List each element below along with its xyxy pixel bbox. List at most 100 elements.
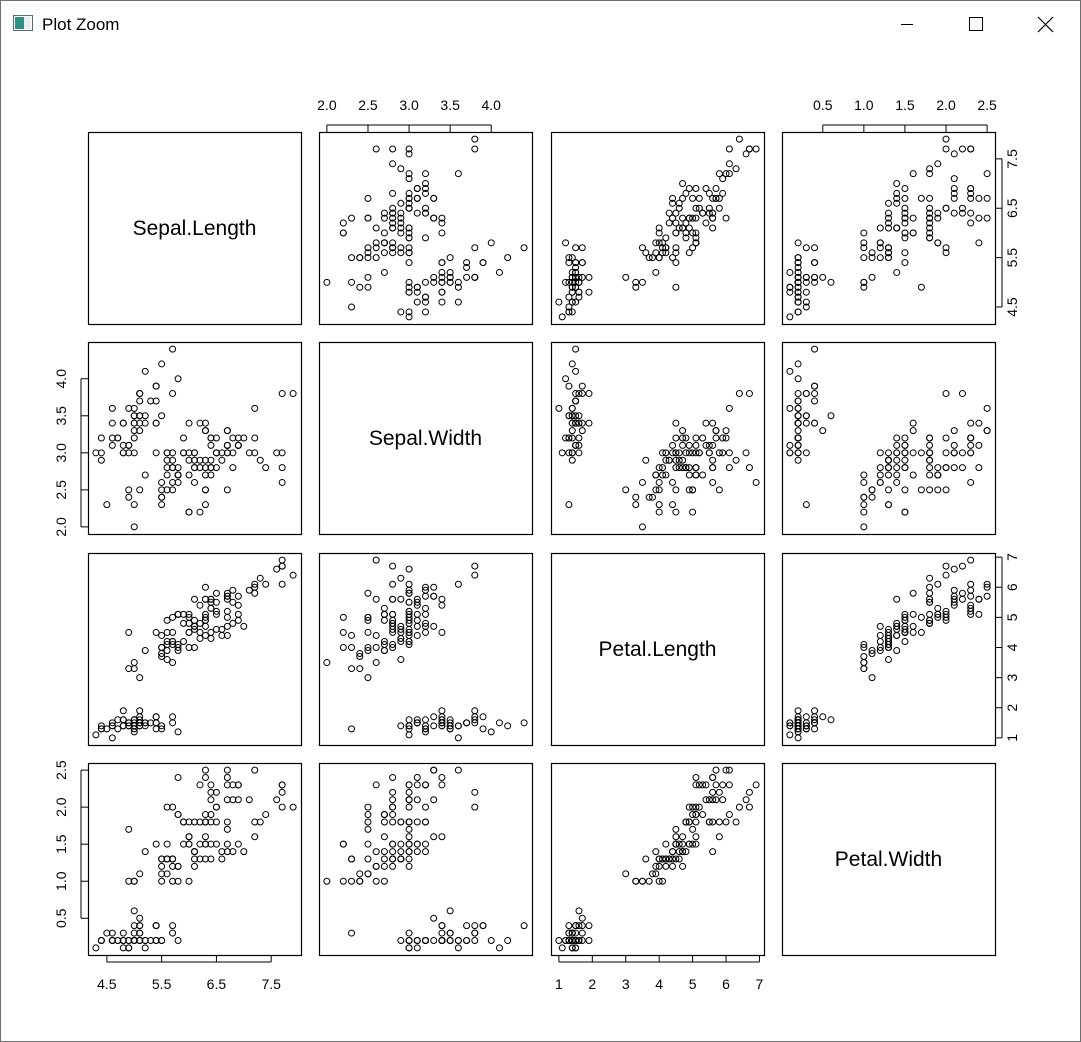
point-r3-c2-45 xyxy=(568,929,576,937)
point-r1-c0-123 xyxy=(201,471,209,479)
point-r2-c3-148 xyxy=(967,601,975,609)
point-r0-c1-60 xyxy=(323,278,331,286)
point-r1-c2-23 xyxy=(578,427,586,435)
title-bar[interactable]: Plot Zoom xyxy=(1,1,1080,47)
point-r3-c2-134 xyxy=(709,848,717,856)
point-r1-c0-28 xyxy=(141,419,149,427)
point-r2-c0-34 xyxy=(125,719,133,727)
point-r3-c2-24 xyxy=(585,936,593,944)
point-r2-c3-106 xyxy=(917,628,925,636)
point-r1-c0-49 xyxy=(130,427,138,435)
point-r0-c2-113 xyxy=(689,244,697,252)
point-r3-c1-14 xyxy=(487,936,495,944)
point-r2-c3-64 xyxy=(885,656,892,664)
point-r1-c2-132 xyxy=(709,464,717,472)
point-r2-c1-8 xyxy=(397,722,405,730)
point-r1-c0-4 xyxy=(130,404,138,412)
point-r3-c0-77 xyxy=(223,825,231,833)
point-r1-c2-139 xyxy=(702,441,710,449)
point-r1-c0-60 xyxy=(130,523,138,531)
point-r0-c1-107 xyxy=(397,165,405,173)
point-r1-c2-107 xyxy=(732,456,740,464)
point-r1-c2-69 xyxy=(652,486,660,494)
point-r1-c3-65 xyxy=(893,441,901,449)
point-r0-c2-108 xyxy=(715,194,723,202)
point-r2-c3-109 xyxy=(983,580,991,588)
point-r0-c3-128 xyxy=(950,209,958,217)
point-r1-c0-64 xyxy=(163,456,171,464)
point-r1-c2-68 xyxy=(672,508,680,516)
point-r1-c2-37 xyxy=(568,404,576,412)
point-r3-c1-112 xyxy=(405,796,413,804)
minimize-button[interactable] xyxy=(884,1,930,47)
point-r3-c2-92 xyxy=(655,862,663,870)
point-r1-c2-56 xyxy=(679,427,687,435)
point-r3-c0-144 xyxy=(223,766,231,774)
point-r0-c2-62 xyxy=(655,229,663,237)
point-r2-c0-139 xyxy=(234,601,242,609)
point-r1-c2-96 xyxy=(662,456,670,464)
point-r0-c1-121 xyxy=(389,249,397,257)
point-r1-c2-93 xyxy=(632,501,640,509)
point-r2-c1-49 xyxy=(430,722,438,730)
point-r3-c1-134 xyxy=(372,848,380,856)
point-r1-c2-116 xyxy=(705,449,713,457)
point-r0-c3-134 xyxy=(893,224,901,232)
point-r0-c1-120 xyxy=(422,184,429,192)
point-r2-c3-41 xyxy=(802,725,810,733)
point-r0-c3-67 xyxy=(860,239,868,247)
tick-label-bottom-2-1: 1 xyxy=(555,976,563,992)
point-r0-c2-2 xyxy=(565,293,573,301)
point-r2-c0-13 xyxy=(92,731,100,739)
point-r0-c3-52 xyxy=(901,184,909,192)
point-r0-c1-22 xyxy=(454,298,462,306)
point-r3-c2-41 xyxy=(565,929,573,937)
point-r3-c0-136 xyxy=(201,774,209,782)
point-r2-c0-2 xyxy=(114,725,122,733)
point-r1-c2-90 xyxy=(669,478,677,486)
point-r0-c2-16 xyxy=(565,259,573,267)
point-r3-c0-6 xyxy=(108,929,116,937)
point-r0-c2-144 xyxy=(712,194,720,202)
minimize-icon xyxy=(901,24,913,25)
point-r0-c2-94 xyxy=(662,249,670,257)
point-r1-c2-26 xyxy=(575,419,583,427)
point-r0-c1-42 xyxy=(422,308,429,316)
point-r0-c2-148 xyxy=(702,219,710,227)
point-r0-c3-49 xyxy=(794,278,802,286)
point-r0-c2-79 xyxy=(638,244,646,252)
point-r2-c3-118 xyxy=(967,556,975,564)
point-r0-c2-23 xyxy=(578,273,586,281)
close-button[interactable] xyxy=(1022,1,1068,47)
point-r0-c2-60 xyxy=(638,278,646,286)
point-r0-c2-42 xyxy=(565,308,573,316)
point-r1-c0-24 xyxy=(119,419,127,427)
point-r3-c1-48 xyxy=(463,936,471,944)
point-r2-c3-124 xyxy=(950,592,958,600)
point-r3-c2-102 xyxy=(719,796,727,804)
point-r0-c1-113 xyxy=(364,244,372,252)
point-r1-c3-8 xyxy=(794,456,802,464)
point-r3-c2-100 xyxy=(722,766,730,774)
point-r0-c3-74 xyxy=(885,209,892,217)
point-r2-c3-96 xyxy=(885,637,892,645)
point-r3-c0-54 xyxy=(212,840,220,848)
point-r0-c3-18 xyxy=(802,244,810,252)
point-r2-c0-104 xyxy=(212,589,220,597)
point-r0-c2-139 xyxy=(702,184,710,192)
point-r2-c1-117 xyxy=(471,562,479,570)
maximize-button[interactable] xyxy=(953,1,999,47)
point-r2-c3-104 xyxy=(958,589,966,597)
point-r3-c1-33 xyxy=(504,936,512,944)
point-r1-c3-147 xyxy=(942,449,950,457)
point-r2-c0-66 xyxy=(163,628,171,636)
point-r3-c0-145 xyxy=(223,781,231,789)
point-r2-c1-120 xyxy=(422,592,429,600)
point-r3-c1-108 xyxy=(364,818,372,826)
point-r3-c1-31 xyxy=(438,922,446,930)
point-r2-c0-105 xyxy=(273,565,281,573)
point-r2-c0-59 xyxy=(141,647,149,655)
point-r1-c3-97 xyxy=(885,456,892,464)
point-r1-c0-42 xyxy=(97,434,105,442)
point-r1-c2-133 xyxy=(692,464,700,472)
